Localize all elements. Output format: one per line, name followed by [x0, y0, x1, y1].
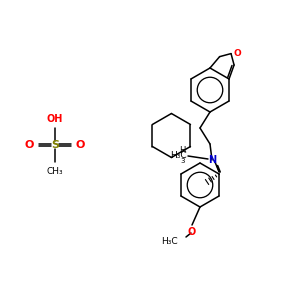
Text: S: S [51, 140, 59, 150]
Text: H: H [178, 146, 185, 155]
Text: O: O [25, 140, 34, 150]
Text: OH: OH [47, 114, 63, 124]
Text: O: O [76, 140, 86, 150]
Text: 3: 3 [181, 158, 185, 164]
Text: O: O [233, 49, 241, 58]
Text: O: O [188, 227, 196, 237]
Text: CH₃: CH₃ [47, 167, 63, 176]
Text: H₃C: H₃C [161, 236, 178, 245]
Text: H₃C: H₃C [170, 152, 187, 160]
Text: N: N [208, 155, 216, 165]
